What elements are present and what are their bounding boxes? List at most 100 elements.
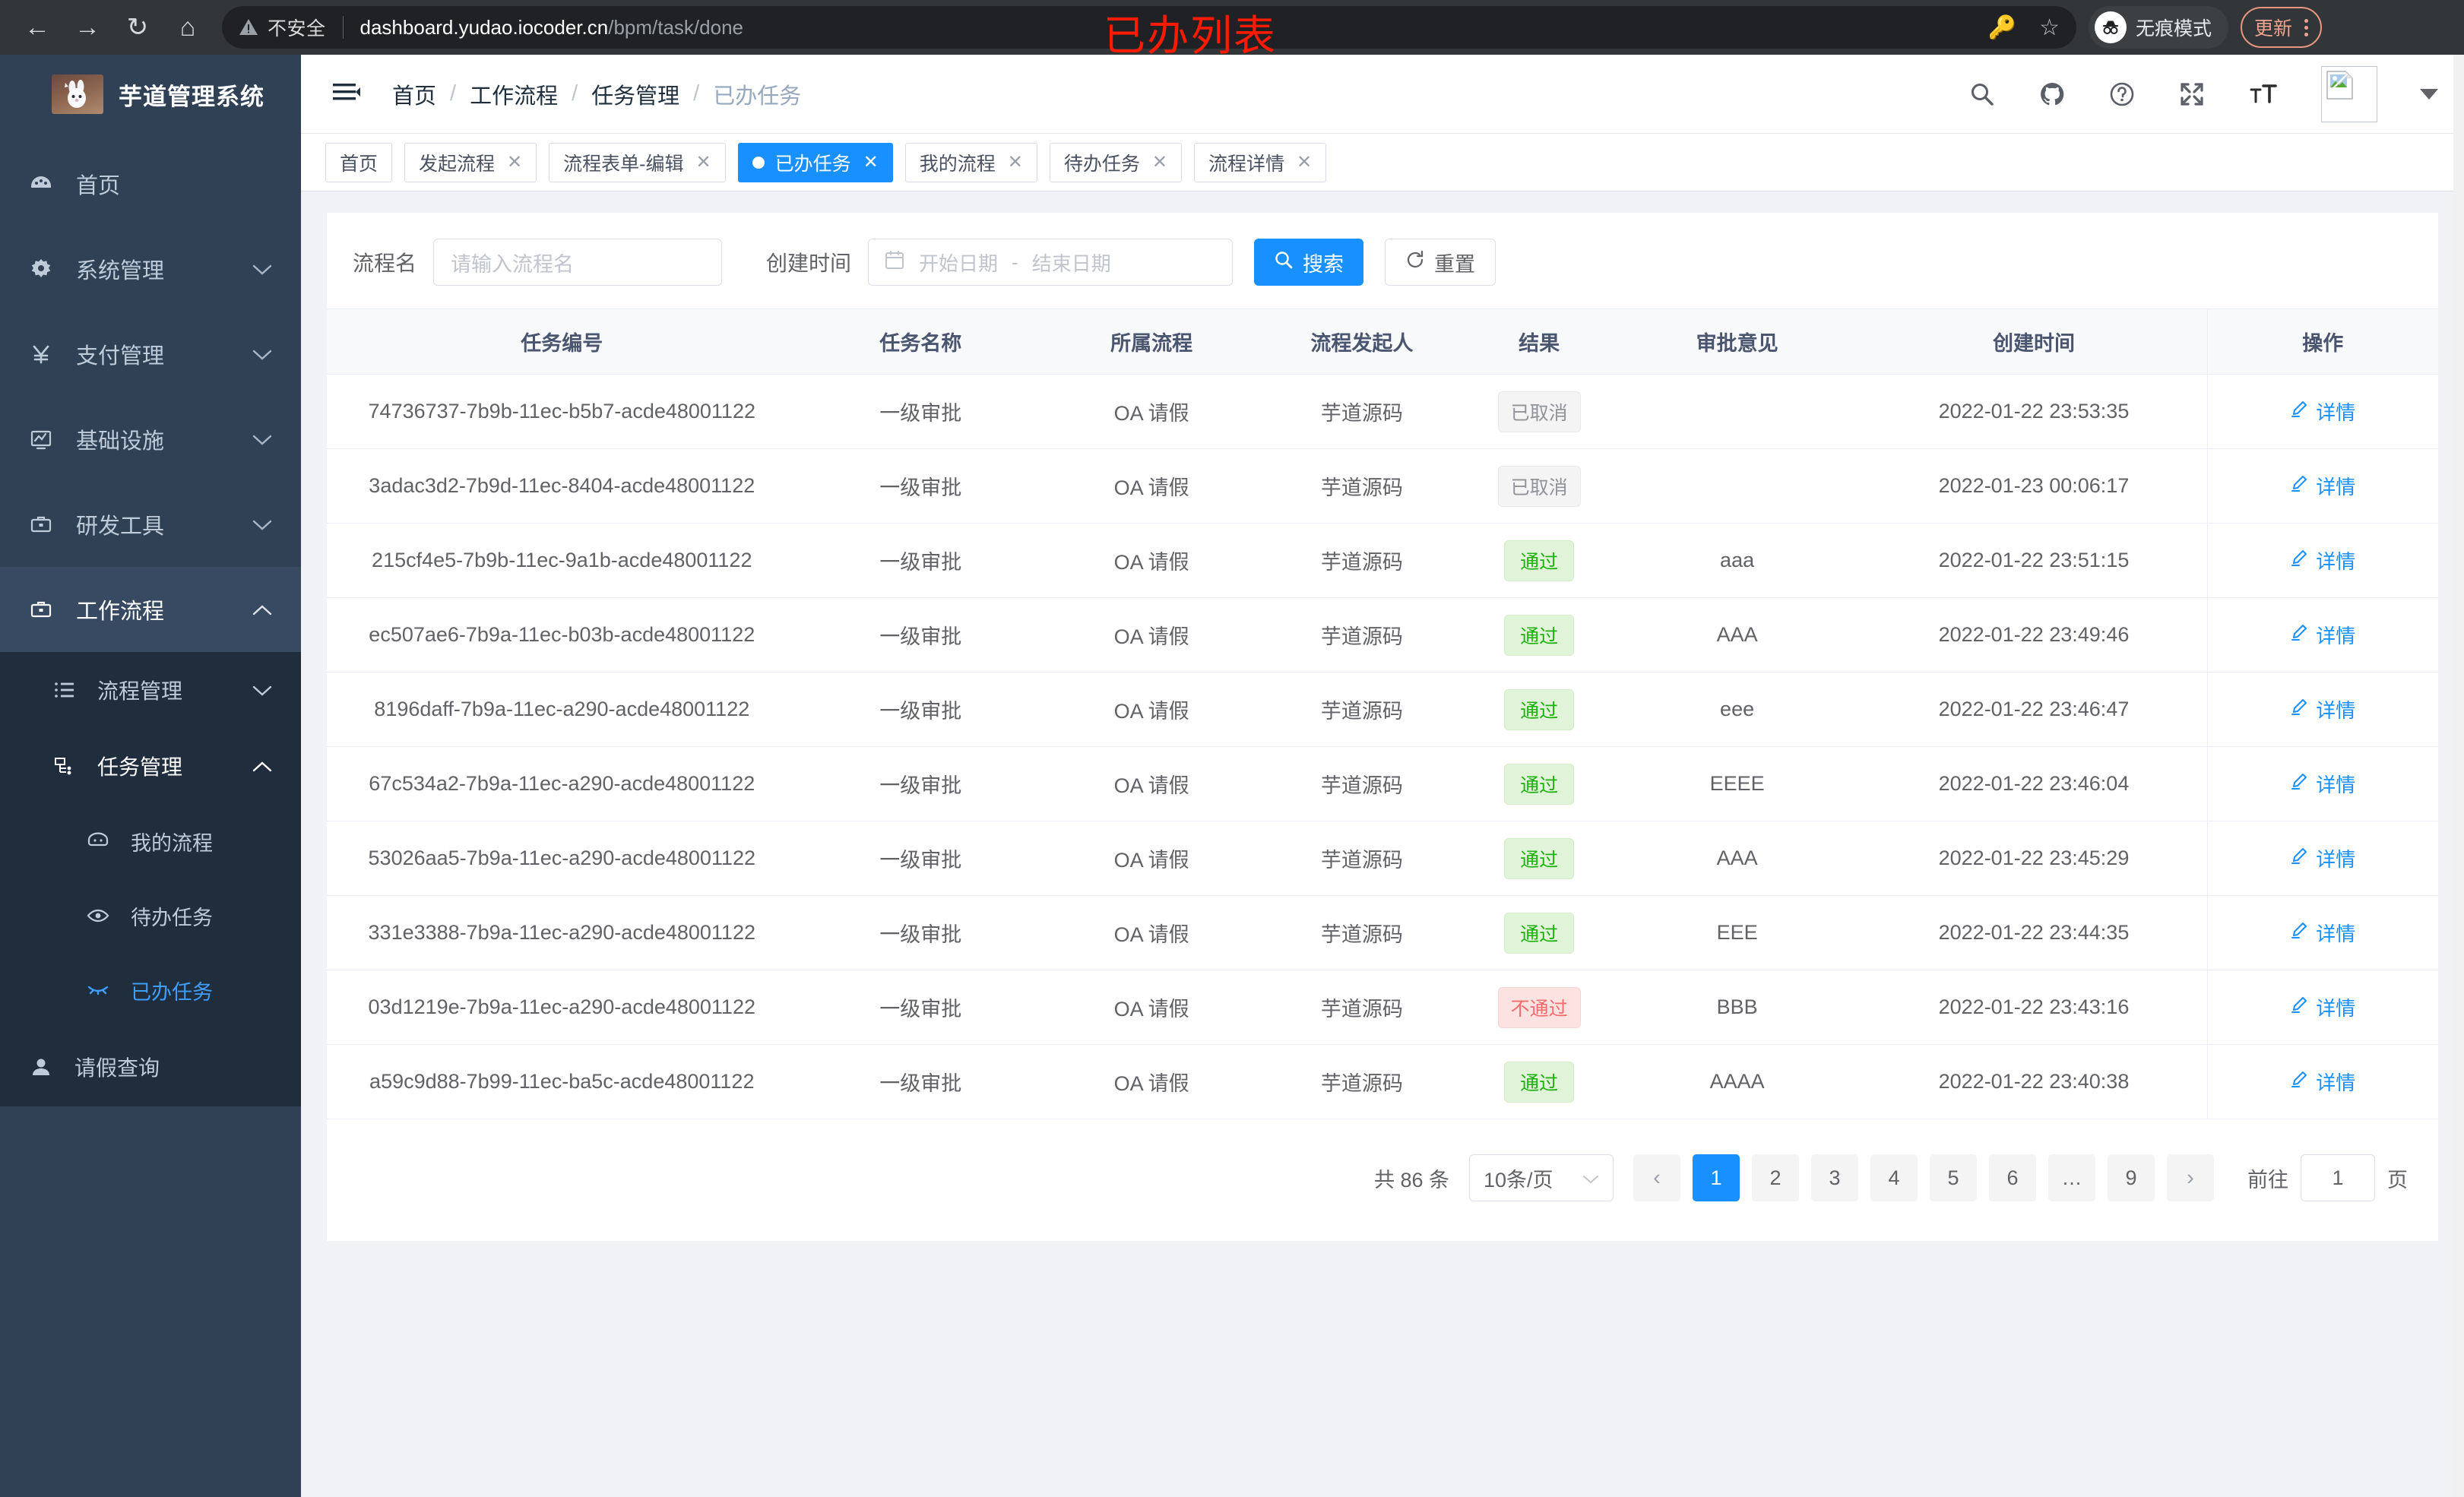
page-button-2[interactable]: 2 bbox=[1752, 1154, 1799, 1201]
search-button-label: 搜索 bbox=[1303, 252, 1344, 276]
chevron-down-icon bbox=[1582, 1166, 1599, 1190]
page-ellipsis[interactable]: … bbox=[2048, 1154, 2095, 1201]
help-circle-icon[interactable] bbox=[2108, 81, 2136, 108]
detail-button[interactable]: 详情 bbox=[2290, 472, 2355, 500]
fullscreen-icon[interactable] bbox=[2178, 81, 2206, 108]
incognito-indicator[interactable]: 无痕模式 bbox=[2089, 6, 2229, 49]
sidebar-item-infrastructure[interactable]: 基础设施 bbox=[0, 397, 301, 482]
chevron-down-icon[interactable] bbox=[2420, 88, 2438, 100]
process-name-input[interactable]: 请输入流程名 bbox=[433, 239, 723, 286]
cell-starter: 芋道源码 bbox=[1259, 970, 1465, 1045]
sidebar-item-payment[interactable]: 支付管理 bbox=[0, 312, 301, 397]
tab-home[interactable]: 首页 bbox=[325, 142, 393, 182]
detail-button[interactable]: 详情 bbox=[2290, 1068, 2355, 1096]
sidebar-item-label: 支付管理 bbox=[76, 344, 165, 369]
sidebar-item-label: 流程管理 bbox=[97, 679, 183, 703]
next-page-button[interactable]: › bbox=[2167, 1154, 2214, 1201]
search-button[interactable]: 搜索 bbox=[1254, 239, 1364, 286]
address-bar[interactable]: 不安全 dashboard.yudao.iocoder.cn/bpm/task/… bbox=[222, 6, 2076, 49]
sidebar-item-label: 我的流程 bbox=[131, 831, 213, 855]
detail-button[interactable]: 详情 bbox=[2290, 546, 2355, 574]
cell-task-name: 一级审批 bbox=[797, 448, 1045, 524]
sidebar-item-done-task[interactable]: 已办任务 bbox=[0, 953, 301, 1027]
sidebar-item-system[interactable]: 系统管理 bbox=[0, 226, 301, 312]
sidebar-item-leave-query[interactable]: 请假查询 bbox=[0, 1027, 301, 1106]
detail-button[interactable]: 详情 bbox=[2290, 621, 2355, 649]
page-size-value: 10条/页 bbox=[1484, 1168, 1553, 1192]
status-badge: 通过 bbox=[1504, 1061, 1575, 1103]
detail-button[interactable]: 详情 bbox=[2290, 397, 2355, 426]
breadcrumb-item-task-management[interactable]: 任务管理 bbox=[591, 84, 680, 109]
reload-icon[interactable]: ↻ bbox=[126, 13, 149, 42]
forward-arrow-icon[interactable]: → bbox=[74, 13, 100, 42]
cell-result: 通过 bbox=[1465, 746, 1614, 821]
sidebar-item-process-management[interactable]: 流程管理 bbox=[0, 652, 301, 728]
breadcrumb-separator: / bbox=[450, 81, 457, 106]
close-icon[interactable]: ✕ bbox=[1151, 152, 1167, 172]
reset-button[interactable]: 重置 bbox=[1385, 239, 1496, 286]
cell-operation: 详情 bbox=[2206, 895, 2438, 970]
avatar[interactable] bbox=[2321, 65, 2377, 122]
page-button-4[interactable]: 4 bbox=[1870, 1154, 1918, 1201]
home-icon[interactable]: ⌂ bbox=[179, 13, 196, 42]
detail-button[interactable]: 详情 bbox=[2290, 993, 2355, 1021]
github-icon[interactable] bbox=[2038, 81, 2066, 108]
brand-header[interactable]: 芋道管理系统 bbox=[0, 55, 301, 134]
page-scrollbar[interactable] bbox=[2453, 55, 2464, 1497]
chat-icon bbox=[84, 829, 112, 853]
key-icon[interactable]: 🔑 bbox=[1987, 14, 2017, 40]
detail-button[interactable]: 详情 bbox=[2290, 770, 2355, 798]
date-range-picker[interactable]: 开始日期 - 结束日期 bbox=[868, 239, 1234, 286]
sidebar-item-my-process[interactable]: 我的流程 bbox=[0, 804, 301, 878]
update-button[interactable]: 更新 bbox=[2241, 7, 2323, 48]
tab-done-task[interactable]: 已办任务 ✕ bbox=[737, 142, 893, 182]
chevron-down-icon bbox=[252, 678, 272, 702]
page-button-9[interactable]: 9 bbox=[2108, 1154, 2155, 1201]
jump-page-input[interactable]: 1 bbox=[2301, 1154, 2375, 1201]
tab-todo-task[interactable]: 待办任务 ✕ bbox=[1049, 142, 1182, 182]
close-icon[interactable]: ✕ bbox=[695, 152, 711, 172]
status-badge: 通过 bbox=[1504, 912, 1575, 954]
page-button-5[interactable]: 5 bbox=[1930, 1154, 1977, 1201]
prev-page-button[interactable]: ‹ bbox=[1633, 1154, 1680, 1201]
sidebar-item-workflow[interactable]: 工作流程 bbox=[0, 567, 301, 652]
page-button-3[interactable]: 3 bbox=[1811, 1154, 1858, 1201]
tab-my-process[interactable]: 我的流程 ✕ bbox=[904, 142, 1037, 182]
edit-icon bbox=[2290, 1070, 2308, 1093]
close-icon[interactable]: ✕ bbox=[1007, 152, 1023, 172]
table-row: 74736737-7b9b-11ec-b5b7-acde48001122 一级审批… bbox=[327, 374, 2438, 449]
star-icon[interactable]: ☆ bbox=[2039, 14, 2060, 40]
detail-button[interactable]: 详情 bbox=[2290, 919, 2355, 947]
search-icon[interactable] bbox=[1968, 81, 1996, 108]
font-size-icon[interactable] bbox=[2248, 81, 2279, 108]
tab-start-process[interactable]: 发起流程 ✕ bbox=[404, 142, 537, 182]
sidebar-item-label: 任务管理 bbox=[97, 755, 183, 779]
close-icon[interactable]: ✕ bbox=[507, 152, 523, 172]
cell-process: OA 请假 bbox=[1044, 523, 1259, 598]
sidebar-item-task-management[interactable]: 任务管理 bbox=[0, 728, 301, 804]
cell-operation: 详情 bbox=[2206, 970, 2438, 1045]
jump-prefix-label: 前往 bbox=[2247, 1168, 2288, 1192]
tab-process-detail[interactable]: 流程详情 ✕ bbox=[1193, 142, 1327, 182]
sidebar-item-home[interactable]: 首页 bbox=[0, 141, 301, 226]
page-size-select[interactable]: 10条/页 bbox=[1469, 1154, 1614, 1201]
breadcrumb-item-workflow[interactable]: 工作流程 bbox=[470, 84, 559, 109]
status-badge: 通过 bbox=[1504, 614, 1575, 656]
kebab-menu-icon[interactable] bbox=[2304, 16, 2309, 40]
breadcrumb-item-home[interactable]: 首页 bbox=[392, 84, 437, 109]
edit-icon bbox=[2290, 772, 2308, 796]
column-header-task-id: 任务编号 bbox=[327, 309, 797, 375]
status-badge: 通过 bbox=[1504, 688, 1575, 730]
hamburger-icon[interactable] bbox=[331, 80, 362, 108]
sidebar-submenu-workflow: 流程管理 任务管理 bbox=[0, 652, 301, 1106]
page-button-1[interactable]: 1 bbox=[1693, 1154, 1740, 1201]
tab-process-form-edit[interactable]: 流程表单-编辑 ✕ bbox=[549, 142, 726, 182]
back-arrow-icon[interactable]: ← bbox=[24, 13, 50, 42]
close-icon[interactable]: ✕ bbox=[1296, 152, 1313, 172]
close-icon[interactable]: ✕ bbox=[863, 152, 879, 172]
sidebar-item-devtools[interactable]: 研发工具 bbox=[0, 482, 301, 567]
detail-button[interactable]: 详情 bbox=[2290, 695, 2355, 723]
sidebar-item-todo-task[interactable]: 待办任务 bbox=[0, 878, 301, 953]
detail-button[interactable]: 详情 bbox=[2290, 844, 2355, 872]
page-button-6[interactable]: 6 bbox=[1989, 1154, 2036, 1201]
